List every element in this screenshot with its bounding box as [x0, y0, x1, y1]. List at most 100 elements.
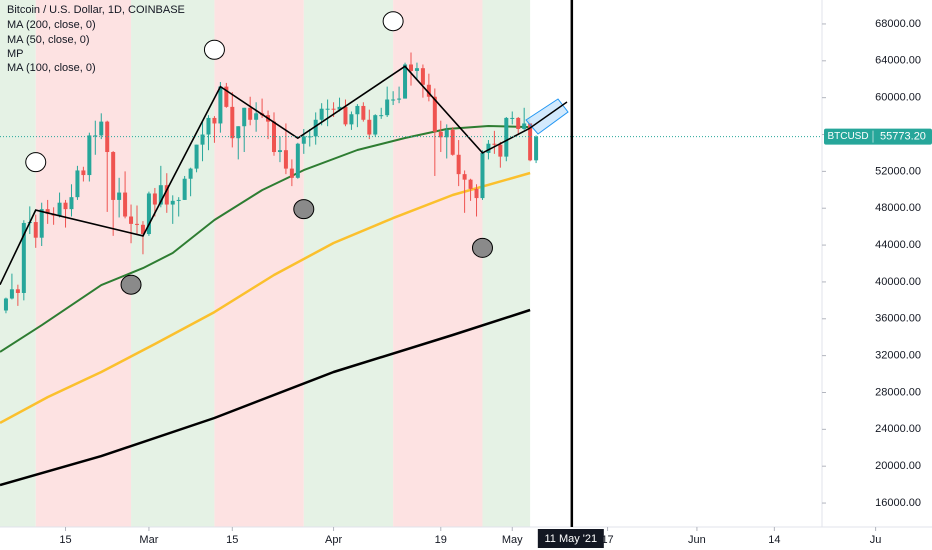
pivot-marker [203, 39, 225, 60]
candle-body [164, 185, 169, 205]
candle-body [504, 117, 509, 157]
y-tick-label: 48000.00 [875, 202, 921, 214]
candle-body [438, 131, 443, 138]
candle-body [414, 68, 419, 71]
candle-body [510, 117, 515, 119]
candle-body [57, 202, 62, 216]
y-tick-label: 36000.00 [875, 313, 921, 325]
y-tick-label: 52000.00 [875, 165, 921, 177]
candle-body [242, 107, 247, 127]
pivot-marker [25, 152, 47, 173]
candle-body [385, 99, 390, 116]
candle-body [9, 289, 14, 299]
last-price-name: BTCUSD [827, 131, 868, 142]
candle-body [450, 129, 455, 155]
candle-body [200, 134, 205, 145]
candle-body [248, 107, 253, 120]
candle-body [516, 117, 521, 129]
candle-body [337, 106, 342, 110]
candle-body [129, 216, 134, 224]
pivot-marker [471, 237, 493, 258]
pivot-marker [120, 274, 142, 295]
candle-body [409, 64, 413, 71]
candle-body [426, 84, 431, 97]
candle-body [474, 188, 479, 199]
candle-body [522, 123, 527, 129]
candle-body [212, 117, 217, 124]
candle-body [230, 106, 235, 139]
candle-body [295, 143, 300, 178]
candle-body [492, 143, 497, 145]
candle-body [498, 144, 503, 157]
candle-body [206, 117, 211, 135]
legend-entry: MA (200, close, 0) [7, 19, 96, 31]
candle-body [289, 168, 294, 178]
legend-title: Bitcoin / U.S. Dollar, 1D, COINBASE [7, 4, 185, 16]
candle-body [391, 99, 396, 101]
candle-body [87, 135, 92, 176]
candle-body [140, 224, 145, 235]
candle-body [111, 152, 116, 200]
legend-entry: MP [7, 48, 24, 60]
y-tick-label: 68000.00 [875, 18, 921, 30]
x-tick-label: May [502, 534, 523, 546]
y-tick-label: 60000.00 [875, 92, 921, 104]
y-tick-label: 24000.00 [875, 423, 921, 435]
x-tick-label: Apr [325, 534, 342, 546]
candle-body [468, 179, 473, 189]
projection-arrow [529, 101, 568, 129]
pivot-marker [382, 11, 404, 32]
candle-body [480, 152, 485, 199]
candle-body [152, 193, 157, 205]
candle-body [123, 192, 128, 217]
candle-body [403, 64, 408, 99]
candle-body [69, 197, 74, 210]
signal-region [482, 0, 531, 527]
y-tick-label: 32000.00 [875, 350, 921, 362]
plot-area [0, 11, 822, 487]
candle-body [81, 170, 86, 176]
candle-body [176, 199, 181, 201]
signal-region [131, 0, 215, 527]
x-tick-label: 14 [768, 534, 780, 546]
candle-body [361, 105, 366, 120]
candle-body [534, 136, 539, 161]
candle-body [301, 136, 306, 144]
candle-body [45, 209, 50, 214]
x-tick-label: Ju [870, 534, 882, 546]
candle-body [367, 119, 372, 135]
y-tick-label: 64000.00 [875, 55, 921, 67]
candle-body [99, 121, 104, 136]
candle-body [397, 98, 402, 100]
candle-body [254, 113, 259, 120]
candle-body [349, 114, 354, 125]
legend-entry: MA (100, close, 0) [7, 62, 96, 74]
candle-body [456, 154, 461, 175]
candle-body [379, 115, 384, 117]
candle-body [188, 168, 193, 179]
candle-body [224, 86, 229, 107]
candle-body [325, 108, 330, 110]
candle-body [182, 178, 187, 200]
candle-body [75, 170, 80, 198]
candle-body [236, 126, 241, 139]
y-tick-label: 16000.00 [875, 497, 921, 509]
x-tick-label: 15 [59, 534, 71, 546]
y-tick-label: 44000.00 [875, 239, 921, 251]
candle-body [105, 121, 110, 153]
moving-average-line [0, 308, 531, 487]
candle-body [331, 108, 336, 110]
x-tick-label: 17 [601, 534, 613, 546]
plot-background [0, 0, 531, 527]
candle-body [277, 150, 282, 153]
candle-body [21, 222, 26, 293]
moving-average-line [0, 171, 531, 424]
crosshair-label-box [537, 529, 604, 548]
signal-region [214, 0, 304, 527]
candle-body [486, 143, 491, 153]
last-price-label: 55773.20 [880, 131, 926, 143]
pivot-marker [293, 199, 315, 220]
legend: Bitcoin / U.S. Dollar, 1D, COINBASE MA (… [7, 4, 185, 74]
